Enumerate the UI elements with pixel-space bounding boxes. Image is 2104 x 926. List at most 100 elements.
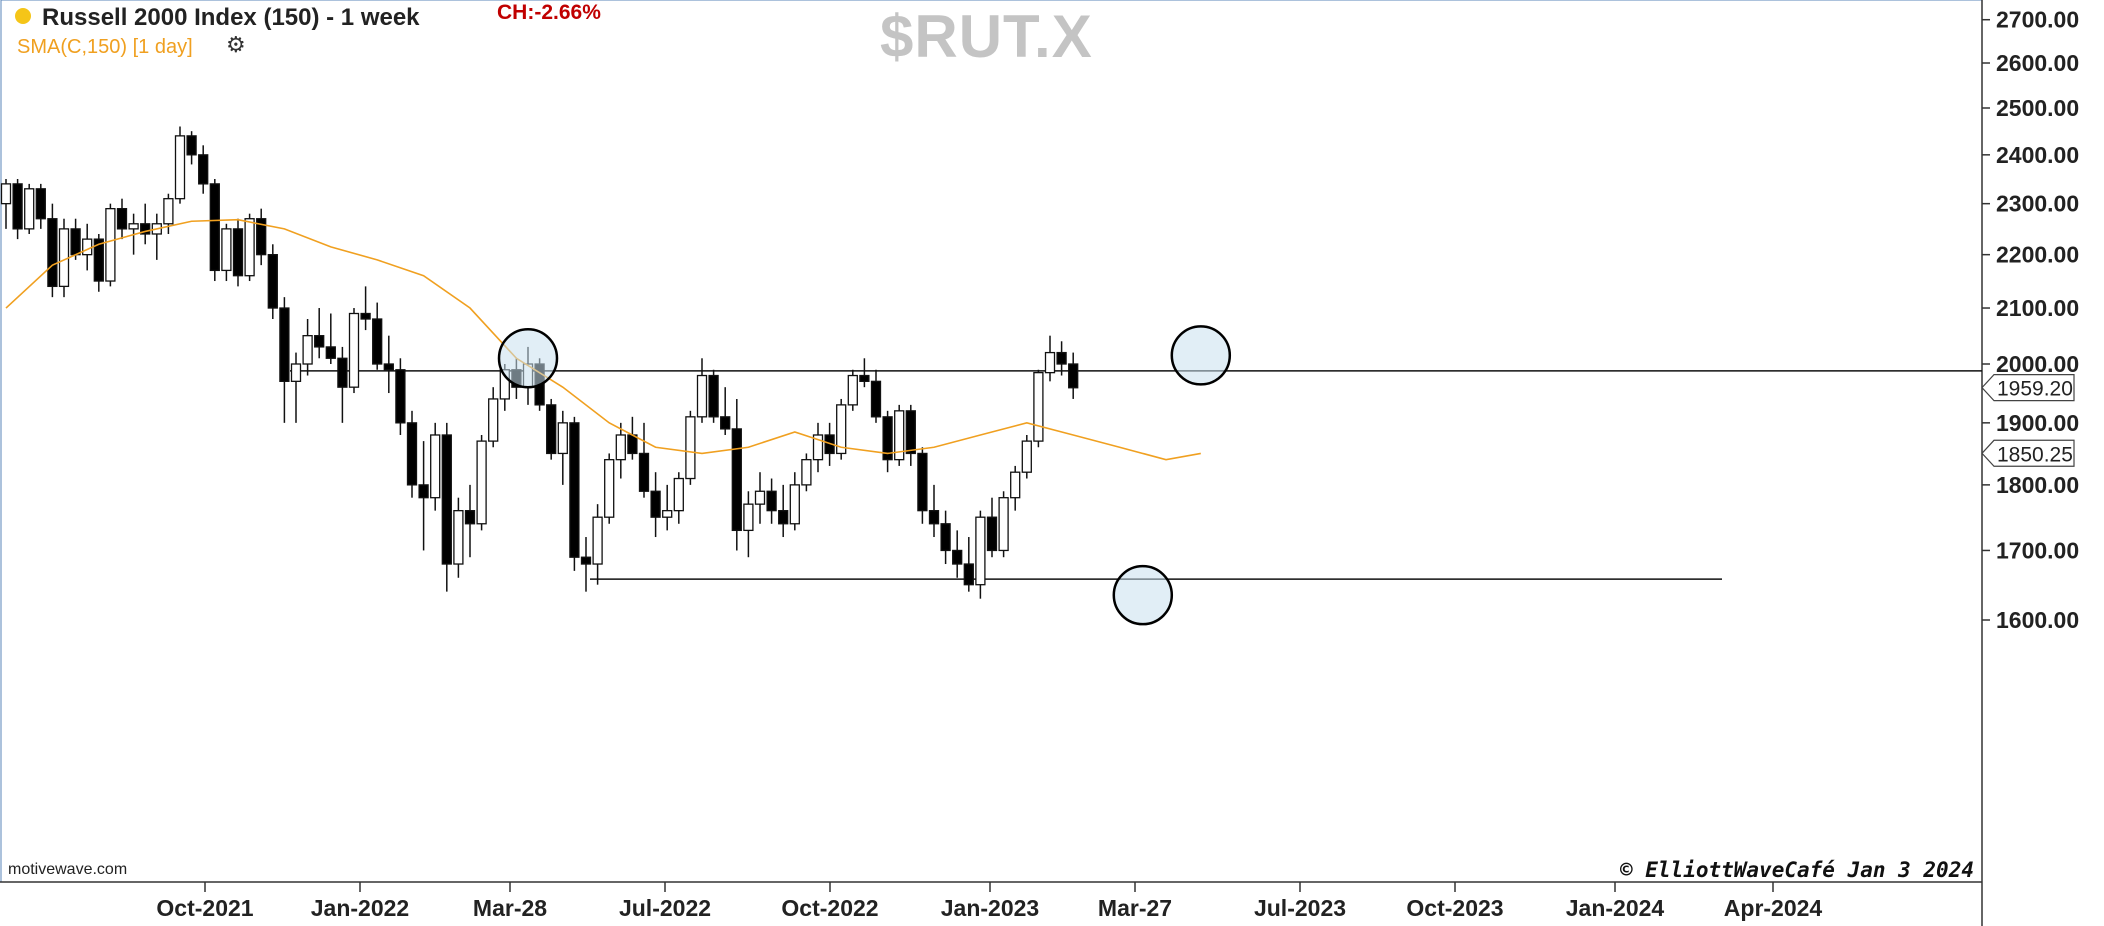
circle-marker	[1170, 325, 1232, 386]
circle-marker	[1112, 564, 1174, 626]
candle-body	[836, 404, 847, 455]
candle-body	[1044, 351, 1056, 374]
candle-body	[870, 380, 882, 418]
candle-body	[430, 434, 441, 499]
y-tick-label: 2100.00	[1996, 295, 2079, 321]
candle-body	[963, 563, 974, 586]
y-tick-label: 1800.00	[1996, 472, 2079, 498]
candle-body	[1068, 363, 1079, 389]
y-tick-label: 2300.00	[1996, 191, 2079, 217]
candle-body	[128, 223, 139, 230]
candle-body	[801, 459, 812, 486]
candle-body	[940, 523, 951, 552]
candle-body	[116, 208, 128, 230]
source-label[interactable]: motivewave.com	[8, 861, 128, 878]
candle-body	[279, 307, 290, 382]
candle-body	[720, 416, 731, 430]
candle-body	[93, 238, 104, 282]
candle-body	[615, 434, 626, 461]
candle-body	[105, 208, 116, 282]
candle-body	[766, 490, 777, 512]
candle-body	[1033, 371, 1044, 442]
y-tick-label: 2000.00	[1996, 351, 2079, 377]
symbol-watermark: $RUT.X	[880, 3, 1093, 70]
candle-body	[418, 484, 429, 499]
candle-body	[360, 312, 371, 320]
candle-body	[685, 416, 696, 480]
candle-body	[325, 346, 336, 359]
candle-body	[696, 374, 708, 418]
candle-body	[905, 410, 916, 455]
candle-body	[337, 357, 348, 388]
y-tick-label: 2400.00	[1996, 142, 2079, 168]
y-tick-label: 1600.00	[1996, 607, 2079, 633]
x-tick-label: Apr-2024	[1724, 895, 1823, 921]
candle-body	[604, 459, 615, 518]
candle-body	[476, 440, 487, 525]
candle-body	[778, 510, 789, 525]
candle-body	[383, 363, 394, 371]
candle-body	[557, 422, 568, 455]
x-tick-label: Jul-2022	[619, 895, 711, 921]
candle-body	[882, 416, 893, 461]
candle-body	[1056, 351, 1067, 365]
candle-body	[314, 335, 325, 348]
candle-body	[406, 422, 418, 486]
x-tick-label: Mar-28	[473, 895, 547, 921]
candle-body	[267, 254, 278, 309]
candle-body	[998, 497, 1009, 552]
gear-icon[interactable]: ⚙	[226, 32, 246, 57]
candle-body	[917, 452, 928, 512]
y-tick-label: 2200.00	[1996, 242, 2079, 268]
candle-body	[673, 477, 684, 512]
candle-body	[847, 374, 858, 406]
candle-body	[754, 490, 766, 505]
price-label: 1959.20	[1997, 378, 2073, 401]
candle-body	[789, 484, 800, 525]
candle-body	[12, 183, 23, 230]
chart-title: Russell 2000 Index (150) - 1 week	[42, 4, 420, 31]
candle-body	[348, 312, 360, 388]
y-tick-label: 2600.00	[1996, 50, 2079, 76]
candle-body	[488, 398, 499, 442]
candle-body	[638, 452, 650, 492]
candle-body	[47, 218, 58, 288]
candle-body	[244, 218, 255, 277]
price-label-box	[1981, 439, 2075, 467]
candle-body	[580, 556, 592, 565]
x-tick-label: Jan-2022	[311, 895, 409, 921]
status-dot	[15, 8, 31, 24]
candle-body	[198, 154, 209, 185]
candle-body	[975, 516, 986, 586]
candle-body	[441, 434, 452, 565]
candle-body	[302, 335, 313, 365]
change-percent: CH:-2.66%	[497, 1, 601, 24]
candle-body	[986, 516, 998, 552]
x-tick-label: Jul-2023	[1254, 895, 1346, 921]
candle-body	[290, 363, 302, 382]
candle-body	[859, 374, 870, 382]
candle-body	[453, 510, 464, 565]
candle-body	[464, 510, 476, 525]
candle-body	[35, 188, 46, 220]
y-tick-label: 2500.00	[1996, 95, 2079, 121]
candle-body	[1021, 440, 1032, 473]
x-tick-label: Oct-2021	[156, 895, 253, 921]
candle-body	[395, 369, 406, 424]
candle-body	[1010, 471, 1021, 499]
candle-body	[24, 188, 35, 230]
y-tick-label: 1900.00	[1996, 410, 2079, 436]
candle-body	[812, 434, 824, 461]
candle-body	[256, 218, 267, 256]
candle-body	[952, 549, 963, 565]
candle-body	[662, 510, 673, 518]
candle-body	[221, 228, 232, 272]
x-tick-label: Oct-2022	[781, 895, 878, 921]
candle-body	[546, 404, 557, 455]
candle-body	[708, 374, 719, 418]
sma-line	[5, 218, 1201, 461]
sma-indicator-label[interactable]: SMA(C,150) [1 day]	[17, 36, 193, 58]
plot-frame	[0, 0, 1983, 883]
candle-body	[0, 183, 12, 205]
